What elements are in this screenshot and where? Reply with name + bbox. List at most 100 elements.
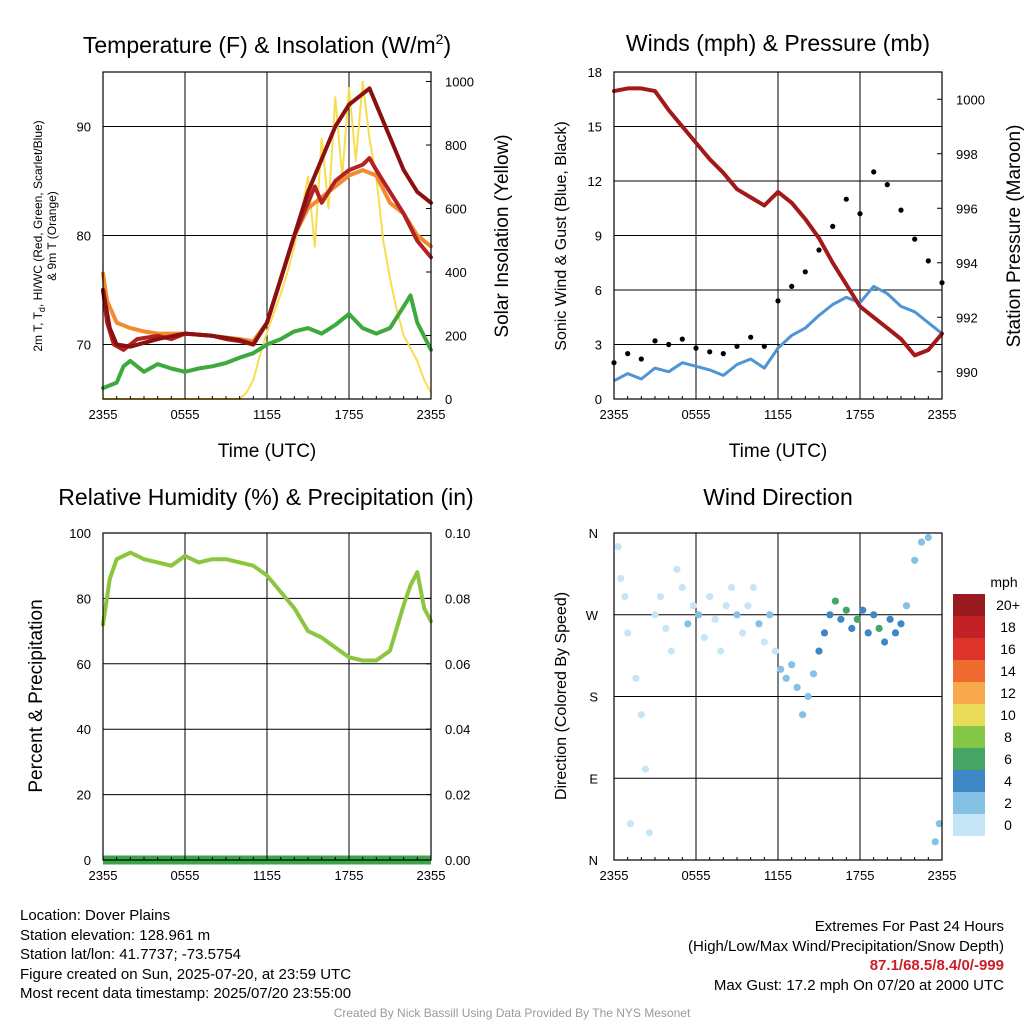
direction-tick-label: N xyxy=(589,853,598,868)
humidity-panel: Relative Humidity (%) & Precipitation (i… xyxy=(26,484,474,883)
colorbar-swatch xyxy=(953,792,985,814)
direction-point xyxy=(897,620,905,628)
gust-point xyxy=(638,356,644,362)
station-elevation: Station elevation: 128.961 m xyxy=(20,926,211,944)
colorbar-swatch xyxy=(953,616,985,638)
figure-created: Figure created on Sun, 2025-07-20, at 23… xyxy=(20,965,352,983)
y-right-tick-label: 400 xyxy=(445,265,467,280)
winds-x-axis-label: Time (UTC) xyxy=(729,441,828,462)
direction-point xyxy=(911,556,919,564)
gust-point xyxy=(720,351,726,357)
y-right-tick-label: 0 xyxy=(445,392,452,407)
y-left-tick-label: 60 xyxy=(77,657,91,672)
direction-point xyxy=(815,647,823,655)
y-right-tick-label: 0.06 xyxy=(445,657,470,672)
direction-tick-label: S xyxy=(589,690,598,705)
gust-point xyxy=(775,298,781,304)
colorbar-label: 8 xyxy=(1004,729,1012,745)
gust-point xyxy=(816,247,822,253)
direction-point xyxy=(711,615,719,623)
temperature-ticks: 2355 0555 1155 1755 2355 70 80 90 0 200 400 600 800 1… xyxy=(77,75,474,422)
direction-point xyxy=(632,674,640,682)
x-tick-label: 0555 xyxy=(171,407,200,422)
colorbar-swatch xyxy=(953,770,985,792)
direction-point xyxy=(656,593,665,601)
direction-point xyxy=(624,629,632,637)
x-tick-label: 2355 xyxy=(928,868,957,883)
colorbar-swatch xyxy=(953,638,985,660)
direction-point xyxy=(637,711,645,719)
y-right-tick-label: 800 xyxy=(445,138,467,153)
direction-point xyxy=(695,611,703,619)
gust-point xyxy=(871,169,877,175)
x-tick-label: 2355 xyxy=(928,407,957,422)
gust-point xyxy=(857,211,863,217)
direction-point xyxy=(621,593,629,601)
y-right-tick-label: 600 xyxy=(445,202,467,217)
x-tick-label: 1755 xyxy=(335,868,364,883)
y-right-tick-label: 992 xyxy=(956,310,978,325)
direction-point xyxy=(749,583,758,592)
direction-point xyxy=(706,593,714,601)
colorbar-label: 2 xyxy=(1004,795,1012,811)
colorbar-label: 0 xyxy=(1004,817,1012,833)
y-right-tick-label: 1000 xyxy=(445,75,474,90)
y-left-tick-label: 0 xyxy=(595,392,602,407)
x-tick-label: 1155 xyxy=(764,868,792,883)
gust-point xyxy=(884,182,890,188)
y-right-tick-label: 0.04 xyxy=(445,722,470,737)
gust-point xyxy=(912,236,918,242)
direction-point xyxy=(614,543,622,551)
direction-point xyxy=(809,670,818,678)
direction-point xyxy=(804,692,812,701)
direction-point xyxy=(641,765,650,773)
y-left-tick-label: 12 xyxy=(588,174,602,189)
direction-point xyxy=(662,624,670,633)
y-left-tick-label: 100 xyxy=(69,526,91,541)
station-location: Location: Dover Plains xyxy=(20,907,171,924)
temperature-right-axis-label: Solar Insolation (Yellow) xyxy=(492,134,513,337)
direction-point xyxy=(886,615,894,623)
x-tick-label: 2355 xyxy=(89,868,118,883)
y-left-tick-label: 6 xyxy=(595,283,602,298)
direction-point xyxy=(667,647,676,655)
y-right-tick-label: 998 xyxy=(956,147,978,162)
direction-point xyxy=(645,829,654,837)
gust-point xyxy=(748,334,754,340)
direction-point xyxy=(771,647,779,655)
colorbar-swatch xyxy=(953,594,985,616)
extremes-values: 87.1/68.5/8.4/0/-999 xyxy=(869,957,1004,974)
temperature-panel-title: Temperature (F) & Insolation (W/m2) xyxy=(83,31,451,58)
gust-point xyxy=(843,196,849,202)
svg-text:2m T, Td, HI/WC (Red, Green, S: 2m T, Td, HI/WC (Red, Green, Scarlet/Blu… xyxy=(31,120,47,351)
direction-points xyxy=(614,533,943,846)
direction-grid xyxy=(614,533,942,860)
series-line-td xyxy=(101,293,433,391)
direction-point xyxy=(777,665,785,673)
direction-point xyxy=(744,602,752,610)
direction-tick-label: W xyxy=(586,608,599,623)
x-tick-label: 0555 xyxy=(682,868,711,883)
winds-left-axis-label: Sonic Wind & Gust (Blue, Black) xyxy=(553,121,570,350)
credit-line: Created By Nick Bassill Using Data Provi… xyxy=(333,1006,691,1020)
y-left-tick-label: 0 xyxy=(84,853,91,868)
colorbar-swatch xyxy=(953,814,985,836)
y-right-tick-label: 996 xyxy=(956,201,978,216)
colorbar-swatch xyxy=(953,660,985,682)
direction-point xyxy=(848,624,856,633)
humidity-left-axis-label: Percent & Precipitation xyxy=(26,599,47,792)
x-tick-label: 1755 xyxy=(846,868,875,883)
y-right-tick-label: 1000 xyxy=(956,92,985,107)
direction-point xyxy=(788,661,796,669)
y-left-tick-label: 40 xyxy=(77,722,91,737)
gust-point xyxy=(761,343,767,349)
humidity-ticks: 2355 0555 1155 1755 23550204060801000.000.02… xyxy=(69,526,470,883)
y-left-tick-label: 90 xyxy=(77,120,91,135)
direction-point xyxy=(733,611,741,619)
max-gust: Max Gust: 17.2 mph On 07/20 at 2000 UTC xyxy=(713,976,1004,994)
colorbar-label: 12 xyxy=(1000,685,1016,701)
humidity-grid xyxy=(103,533,431,860)
colorbar-label: 6 xyxy=(1004,751,1012,767)
svg-text:& 9m T (Orange): & 9m T (Orange) xyxy=(45,191,59,281)
temperature-grid xyxy=(103,72,431,399)
